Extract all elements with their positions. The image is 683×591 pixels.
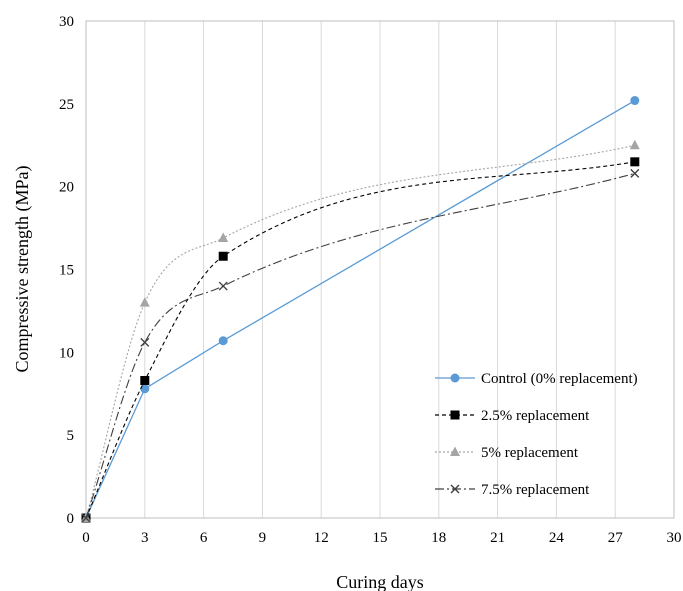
series-line bbox=[85, 144, 635, 519]
x-tick-label: 18 bbox=[431, 530, 446, 546]
x-axis-tick-labels: 0 3 6 9 12 15 18 21 24 27 30 bbox=[82, 530, 681, 546]
data-point bbox=[629, 139, 640, 150]
x-tick-label: 6 bbox=[200, 530, 208, 546]
x-tick-label: 24 bbox=[549, 530, 565, 546]
data-point bbox=[140, 337, 150, 347]
data-point bbox=[630, 157, 640, 167]
x-tick-label: 15 bbox=[373, 530, 388, 546]
data-series bbox=[81, 96, 640, 523]
y-tick-label: 25 bbox=[59, 97, 74, 113]
data-point bbox=[140, 384, 150, 394]
y-tick-label: 30 bbox=[59, 14, 74, 30]
data-point bbox=[218, 281, 228, 291]
x-tick-label: 0 bbox=[82, 530, 90, 546]
y-tick-label: 10 bbox=[59, 345, 74, 361]
legend-marker bbox=[450, 484, 460, 494]
series-line bbox=[85, 99, 636, 519]
legend-label: 2.5% replacement bbox=[481, 408, 590, 424]
x-axis-title: Curing days bbox=[336, 572, 424, 591]
legend-entry: 2.5% replacement bbox=[435, 408, 590, 424]
x-tick-label: 30 bbox=[667, 530, 682, 546]
data-point bbox=[140, 375, 150, 385]
series-line bbox=[85, 172, 635, 519]
legend: Control (0% replacement) 2.5% replacement… bbox=[435, 371, 638, 498]
legend-entry: 7.5% replacement bbox=[435, 482, 590, 498]
data-point bbox=[81, 513, 91, 523]
y-tick-label: 15 bbox=[59, 263, 74, 279]
legend-entry: Control (0% replacement) bbox=[435, 371, 638, 387]
legend-label: Control (0% replacement) bbox=[481, 371, 638, 387]
legend-marker bbox=[450, 446, 460, 456]
plot-area-border bbox=[85, 20, 675, 519]
grid-lines bbox=[144, 21, 616, 518]
y-tick-label: 0 bbox=[67, 511, 75, 527]
y-tick-label: 20 bbox=[59, 180, 74, 196]
y-axis-title: Compressive strength (MPa) bbox=[12, 166, 33, 373]
data-point bbox=[139, 297, 150, 307]
x-tick-label: 27 bbox=[608, 530, 624, 546]
legend-marker bbox=[450, 373, 460, 383]
series-2 bbox=[81, 157, 640, 523]
series-4 bbox=[81, 168, 640, 523]
data-point bbox=[630, 168, 640, 178]
legend-marker bbox=[450, 410, 460, 420]
data-point bbox=[218, 336, 228, 346]
x-tick-label: 21 bbox=[490, 530, 505, 546]
x-tick-label: 9 bbox=[259, 530, 267, 546]
y-axis-tick-labels: 0 5 10 15 20 25 30 bbox=[59, 14, 74, 527]
x-tick-label: 12 bbox=[314, 530, 329, 546]
x-tick-label: 3 bbox=[141, 530, 149, 546]
legend-label: 7.5% replacement bbox=[481, 482, 590, 498]
data-point bbox=[630, 96, 640, 106]
data-point bbox=[218, 232, 229, 243]
data-point bbox=[218, 251, 228, 261]
series-line bbox=[85, 161, 635, 519]
y-tick-label: 5 bbox=[67, 428, 75, 444]
legend-entry: 5% replacement bbox=[435, 445, 579, 461]
legend-label: 5% replacement bbox=[481, 445, 579, 461]
